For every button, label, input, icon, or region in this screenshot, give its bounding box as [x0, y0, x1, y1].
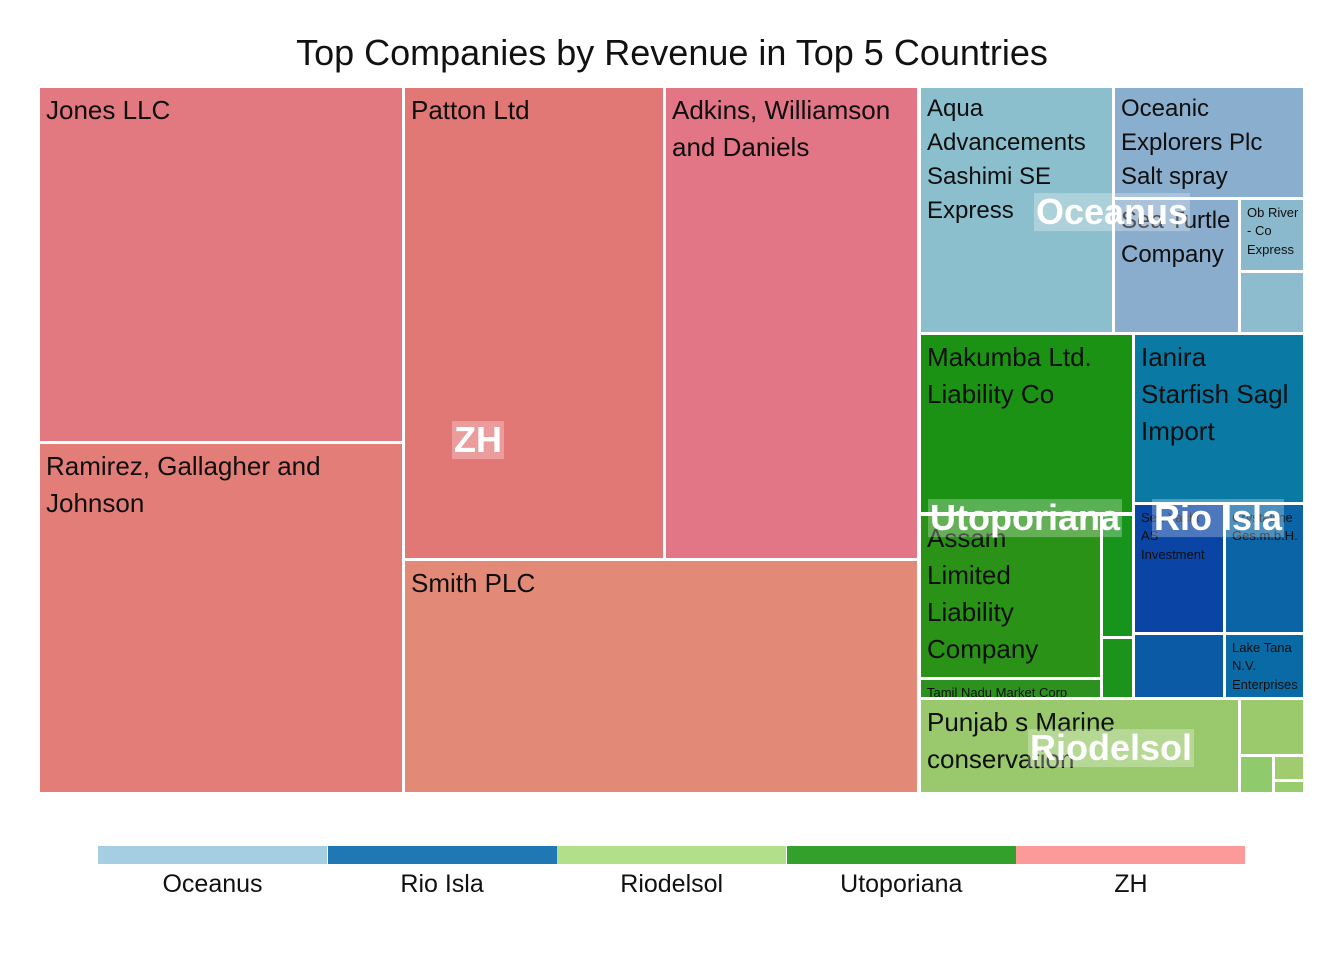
group-label-rio-isla: Rio Isla [1151, 497, 1285, 539]
tile-label: Lake Tana N.V. Enterprises [1232, 640, 1298, 692]
legend-item-riodelsol: Riodelsol [557, 846, 787, 899]
treemap-tile-riodelsol-1: Punjab s Marine conservation [919, 698, 1240, 794]
treemap-tile-rio-isla-3: Crystalline Ges.m.b.H. [1224, 503, 1305, 634]
chart-title: Top Companies by Revenue in Top 5 Countr… [296, 32, 1048, 73]
treemap-tile-zh-2: Patton Ltd [403, 86, 665, 560]
legend-label: Utoporiana [840, 870, 963, 898]
tile-label: Sea Turtle Company [1121, 207, 1231, 269]
group-label-oceanus: Oceanus [1033, 191, 1191, 233]
tile-label: Punjab s Marine conservation [927, 707, 1115, 774]
tile-label: Smith PLC [411, 568, 536, 598]
treemap-tile-riodelsol-3 [1239, 755, 1274, 794]
legend-item-oceanus: Oceanus [98, 846, 327, 899]
treemap-tile-zh-3: Adkins, Williamson and Daniels [664, 86, 919, 560]
tile-label: Sea Yacht AS Investment [1141, 510, 1205, 562]
treemap-tile-utoporiana-4 [1101, 637, 1134, 699]
legend-label: Riodelsol [620, 870, 724, 898]
tile-label: Ianira Starfish Sagl Import [1141, 342, 1289, 446]
treemap-tile-utoporiana-1: Makumba Ltd. Liability Co [919, 333, 1134, 514]
tile-label: Tamil Nadu Market Corp [927, 685, 1068, 699]
treemap-tile-rio-isla-5: Lake Tana N.V. Enterprises [1224, 633, 1305, 699]
treemap-tile-riodelsol-2 [1239, 698, 1305, 756]
tile-label: Aqua Advancements Sashimi SE Express [927, 95, 1086, 225]
tile-label: Patton Ltd [411, 95, 530, 125]
tile-label: Adkins, Williamson and Daniels [672, 95, 891, 162]
treemap-tile-rio-isla-4 [1133, 633, 1225, 699]
treemap-tile-utoporiana-5: Tamil Nadu Market Corp [919, 678, 1102, 699]
legend-swatch [786, 846, 1016, 864]
treemap-tile-riodelsol-4 [1273, 755, 1305, 781]
treemap-tile-riodelsol-5 [1273, 780, 1305, 794]
treemap-tile-zh-1: Jones LLC [38, 86, 404, 443]
legend-item-zh: ZH [1016, 846, 1246, 899]
legend-swatch [327, 846, 557, 864]
tile-label: Jones LLC [46, 95, 171, 125]
tile-label: Crystalline Ges.m.b.H. [1232, 510, 1298, 544]
legend-swatch [98, 846, 327, 864]
legend-item-utoporiana: Utoporiana [786, 846, 1016, 899]
tile-label: Ob River - Co Express [1247, 205, 1299, 257]
group-label-zh: ZH [452, 419, 504, 461]
tile-label: Makumba Ltd. Liability Co [927, 342, 1092, 409]
treemap-tile-zh-5: Smith PLC [403, 559, 919, 794]
treemap-tile-zh-4: Ramirez, Gallagher and Johnson [38, 442, 404, 794]
treemap-tile-oceanus-2: Oceanic Explorers Plc Salt spray [1113, 86, 1305, 199]
legend-swatch [557, 846, 787, 864]
treemap-tile-oceanus-4: Ob River - Co Express [1239, 198, 1305, 272]
legend-item-rio-isla: Rio Isla [327, 846, 557, 899]
legend: Oceanus Rio Isla Riodelsol Utoporiana ZH [98, 846, 1246, 906]
treemap-tile-oceanus-1: Aqua Advancements Sashimi SE Express [919, 86, 1114, 334]
group-label-utoporiana: Utoporiana [927, 497, 1123, 539]
legend-swatch [1016, 846, 1246, 864]
legend-label: Rio Isla [400, 870, 484, 898]
tile-label: Oceanic Explorers Plc Salt spray [1121, 95, 1263, 191]
treemap-tile-oceanus-5 [1239, 271, 1305, 334]
treemap-tile-rio-isla-1: Ianira Starfish Sagl Import [1133, 333, 1305, 504]
group-label-riodelsol: Riodelsol [1027, 727, 1195, 769]
legend-label: Oceanus [162, 870, 263, 898]
tile-label: Assam Limited Liability Company [927, 523, 1039, 664]
treemap-tile-utoporiana-2: Assam Limited Liability Company [919, 514, 1102, 679]
tile-label: Ramirez, Gallagher and Johnson [46, 451, 321, 518]
legend-label: ZH [1114, 870, 1148, 898]
